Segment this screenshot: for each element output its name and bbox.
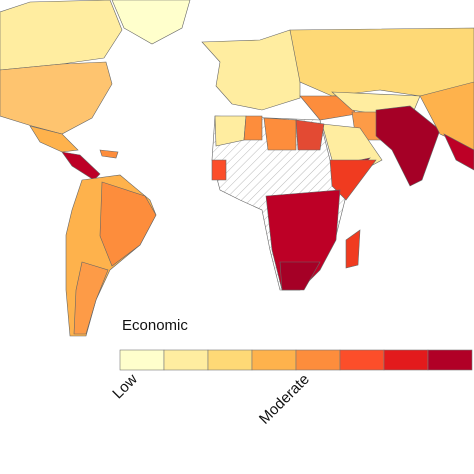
country: [201, 29, 301, 111]
country: [419, 81, 474, 151]
legend: Economic Low Moderate: [109, 317, 473, 428]
country: [0, 61, 113, 135]
country: [61, 151, 101, 181]
legend-swatch: [207, 349, 253, 371]
country: [99, 149, 119, 159]
legend-swatch: [251, 349, 297, 371]
legend-swatch: [383, 349, 429, 371]
country: [73, 261, 109, 335]
legend-swatch: [163, 349, 209, 371]
country: [263, 117, 297, 151]
legend-swatch: [427, 349, 473, 371]
legend-title: Economic: [122, 317, 188, 334]
country: [0, 0, 123, 71]
country: [111, 0, 191, 45]
country: [243, 115, 263, 141]
country: [375, 105, 441, 187]
country: [289, 27, 474, 97]
legend-label: Low: [109, 371, 141, 403]
country: [295, 119, 325, 151]
country: [29, 125, 79, 153]
country: [345, 229, 361, 269]
legend-swatch: [339, 349, 385, 371]
legend-swatch: [295, 349, 341, 371]
country: [211, 159, 227, 181]
country: [443, 133, 474, 171]
country: [99, 181, 157, 267]
countries: [0, 0, 474, 337]
legend-swatch: [119, 349, 165, 371]
country: [279, 261, 321, 291]
legend-label: Moderate: [256, 371, 313, 428]
country: [329, 159, 377, 201]
